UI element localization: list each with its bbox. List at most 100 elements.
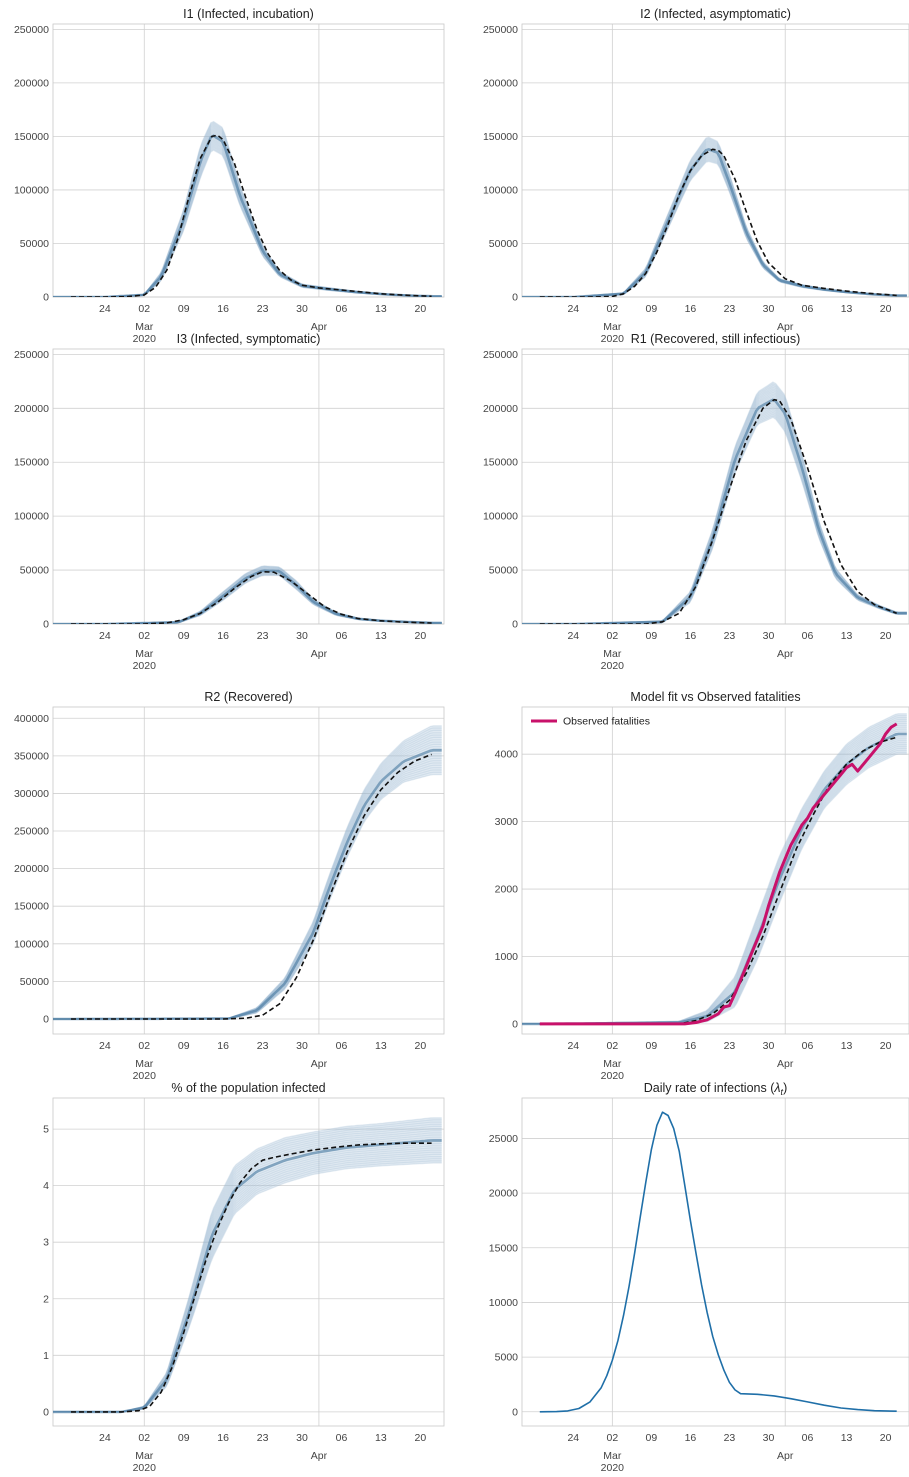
sample-trajectory [522,747,907,1025]
y-tick-label: 150000 [14,131,49,143]
x-tick-label: 06 [336,630,348,642]
y-tick-label: 15000 [489,1242,518,1254]
x-tick-label: 13 [375,1040,387,1052]
y-tick-label: 0 [43,292,49,304]
x-month-label: Mar [135,1450,154,1462]
x-tick-label: 24 [99,303,111,315]
y-tick-label: 0 [512,292,518,304]
model-mean-line [71,570,432,624]
y-tick-label: 400000 [14,713,49,725]
x-month-label: Apr [777,1058,794,1070]
x-month-label: Apr [777,1450,794,1462]
x-tick-label: 24 [99,1040,111,1052]
sample-trajectory [522,152,907,297]
x-tick-label: 23 [724,1432,736,1444]
x-tick-label: 06 [336,303,348,315]
x-tick-label: 23 [257,1432,269,1444]
chart-panel-5: 0 50000 100000 150000 200000 250000 300000 3500… [14,690,445,1082]
x-tick-label: 09 [178,303,190,315]
sample-trajectory [522,741,907,1025]
sample-trajectory [522,160,907,297]
sample-trajectory [522,140,907,297]
y-tick-label: 0 [512,1018,518,1030]
x-tick-label: 13 [841,303,853,315]
model-mean-line [539,148,897,297]
x-month-label: Mar [135,321,154,333]
model-mean-line [71,753,432,1020]
x-tick-label: 30 [763,1432,775,1444]
plot-frame [52,1097,445,1427]
plot-frame [521,348,909,625]
sample-trajectory [53,762,442,1020]
sample-trajectory [522,743,907,1025]
x-tick-label: 06 [336,1040,348,1052]
x-tick-label: 24 [99,1432,111,1444]
x-month-label: Mar [603,1450,622,1462]
y-tick-label: 200000 [14,403,49,415]
x-tick-label: 06 [802,630,814,642]
x-month-label: Apr [311,321,328,333]
x-month-label: Mar [603,648,622,660]
sample-trajectory [522,145,907,297]
chart-panel-2: 0 50000 100000 150000 200000 250000 24 02 09 16 23… [483,7,909,345]
y-tick-label: 100000 [483,184,518,196]
x-tick-label: 16 [217,1432,229,1444]
sample-trajectory [53,149,442,297]
x-tick-label: 20 [414,1040,426,1052]
chart-title: R1 (Recovered, still infectious) [631,332,801,346]
sample-trajectory-core [53,748,442,1021]
x-tick-label: 06 [802,1040,814,1052]
x-tick-label: 16 [685,303,697,315]
y-tick-label: 2000 [495,884,519,896]
sample-trajectory [522,141,907,297]
x-tick-label: 02 [606,303,618,315]
sample-trajectory [522,146,907,297]
model-mean-line [71,1142,432,1413]
x-tick-label: 06 [802,303,814,315]
x-tick-label: 02 [138,1040,150,1052]
x-tick-label: 20 [414,303,426,315]
y-tick-label: 0 [43,619,49,631]
chart-panel-8: 0 5000 10000 15000 20000 25000 24 02 09 16 23 30 06 1… [489,1081,909,1474]
y-tick-label: 0 [512,1406,518,1418]
x-year-label: 2020 [133,1070,157,1082]
model-mean-line [539,398,897,624]
x-tick-label: 16 [217,303,229,315]
uncertainty-band [53,565,442,624]
x-year-label: 2020 [601,333,625,345]
x-tick-label: 23 [724,1040,736,1052]
x-tick-label: 02 [606,1432,618,1444]
x-year-label: 2020 [601,1462,625,1474]
x-tick-label: 24 [567,1040,579,1052]
sample-trajectory [522,751,907,1025]
uncertainty-band [53,1117,442,1412]
uncertainty-band [53,121,442,297]
y-tick-label: 150000 [483,131,518,143]
chart-title: Daily rate of infections (λt) [644,1081,787,1097]
x-tick-label: 09 [646,303,658,315]
chart-title: % of the population infected [171,1081,325,1095]
y-tick-label: 5 [43,1124,49,1136]
x-tick-label: 02 [138,1432,150,1444]
plot-frame [521,706,909,1035]
x-tick-label: 20 [414,1432,426,1444]
chart-title: I1 (Infected, incubation) [183,7,314,21]
x-month-label: Mar [135,648,154,660]
x-tick-label: 13 [841,630,853,642]
x-year-label: 2020 [133,1462,157,1474]
x-tick-label: 20 [880,1432,892,1444]
y-tick-label: 100000 [483,511,518,523]
chart-title: Model fit vs Observed fatalities [630,690,800,704]
x-tick-label: 09 [646,1040,658,1052]
sample-trajectory [522,749,907,1025]
observed-fatalities-line [539,722,898,1026]
sample-trajectory [522,153,907,297]
sample-trajectory [53,760,442,1020]
y-tick-label: 250000 [483,24,518,36]
y-tick-label: 250000 [14,24,49,36]
x-tick-label: 16 [217,630,229,642]
sample-trajectory [522,156,907,297]
x-tick-label: 13 [841,1040,853,1052]
x-tick-label: 16 [685,1040,697,1052]
y-tick-label: 100000 [14,184,49,196]
